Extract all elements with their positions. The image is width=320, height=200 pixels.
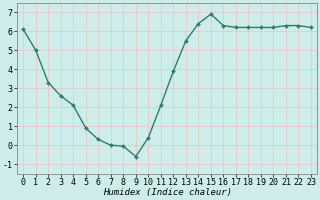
- X-axis label: Humidex (Indice chaleur): Humidex (Indice chaleur): [103, 188, 232, 197]
